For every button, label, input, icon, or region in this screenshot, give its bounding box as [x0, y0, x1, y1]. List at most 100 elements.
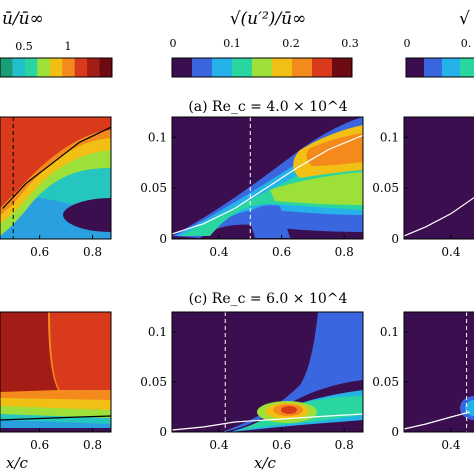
contour-band: [0, 117, 111, 208]
colorbar-right-tick: 0.: [461, 37, 472, 50]
contour-line: [403, 196, 474, 237]
colorbar-cell: [212, 58, 233, 77]
colorbar-cell: [460, 58, 474, 77]
contour-band: [0, 312, 58, 392]
colorbar-cell: [292, 58, 313, 77]
y-tick-label: 0: [159, 425, 167, 439]
panel-top-right: 0.4 0 0.05 0.1: [372, 116, 474, 259]
panel-bottom-middle-field: [172, 312, 363, 432]
colorbar-right: √ 0 0.: [404, 9, 474, 78]
colorbar-middle-tick: 0: [170, 37, 177, 50]
colorbar-cell: [0, 58, 13, 77]
colorbar-cell: [192, 58, 213, 77]
colorbar-left-cells: [0, 58, 113, 77]
x-tick-label: 0.4: [209, 438, 228, 452]
colorbar-middle-frame: [171, 57, 353, 78]
axes-frame: [0, 311, 112, 433]
colorbar-middle-label: √(u′²)/ū∞: [230, 9, 307, 29]
x-axis-label: x/c: [254, 454, 277, 472]
y-tick-label: 0.05: [140, 375, 167, 389]
panel-title-a-text: (a) Re_c = 4.0 × 10^4: [188, 99, 347, 115]
y-ticks: 0 0.05 0.1: [372, 130, 408, 246]
colorbar-right-tick: 0: [404, 37, 411, 50]
background: [404, 117, 474, 239]
colorbar-cell: [252, 58, 273, 77]
x-tick-label: 0.8: [83, 245, 102, 259]
colorbar-left-frame: [0, 57, 113, 78]
contour-band: [222, 312, 363, 432]
colorbar-middle: √(u′²)/ū∞ 0 0.1 0.2 0.3: [170, 9, 359, 78]
contour-band: [465, 400, 474, 416]
colorbar-cell: [312, 58, 333, 77]
colorbar-right-cells: [406, 58, 474, 77]
axes-frame: [403, 116, 474, 240]
colorbar-cell: [74, 58, 88, 77]
x-ticks: 0.4 0.6 0.8: [209, 428, 354, 452]
x-tick-label: 0.6: [272, 245, 291, 259]
axes-frame: [403, 311, 474, 433]
y-tick-label: 0.1: [148, 130, 167, 144]
y-tick-label: 0.05: [372, 375, 399, 389]
contour-band: [248, 205, 290, 238]
axes-frame: [0, 116, 112, 240]
colorbar-middle-tick: 0.3: [341, 37, 359, 50]
colorbar-middle-tick: 0.1: [223, 37, 241, 50]
panel-bottom-left-field: [0, 312, 111, 432]
panel-top-left: 0.6 0.8: [0, 116, 112, 259]
x-tick-label: 0.6: [30, 438, 49, 452]
x-ticks: 0.4: [441, 428, 461, 452]
colorbar-cell: [99, 58, 113, 77]
contour-line: [2, 126, 112, 209]
y-tick-label: 0.1: [380, 325, 399, 339]
colorbar-cell: [24, 58, 38, 77]
colorbar-cell: [406, 58, 425, 77]
colorbar-right-frame: [405, 57, 474, 78]
panel-bottom-right-field: [404, 312, 474, 432]
y-tick-label: 0: [159, 232, 167, 246]
colorbar-right-label: √: [459, 9, 470, 29]
axes-frame: [171, 311, 364, 433]
colorbar-left-tick: 0.5: [15, 40, 33, 53]
panel-bottom-middle: 0.4 0.6 0.8 0 0.05 0.1 x/c: [140, 311, 364, 472]
contour-line: [403, 411, 470, 430]
colorbar-cell: [12, 58, 26, 77]
panel-title-a: (a) Re_c = 4.0 × 10^4: [188, 99, 347, 115]
colorbar-middle-tick: 0.2: [282, 37, 300, 50]
colorbar-cell: [172, 58, 193, 77]
contour-band: [281, 406, 297, 414]
y-ticks: 0 0.05 0.1: [372, 325, 408, 439]
colorbar-cell: [272, 58, 293, 77]
colorbar-cell: [424, 58, 443, 77]
y-tick-label: 0.1: [148, 325, 167, 339]
colorbar-left-label: ū/ū∞: [2, 9, 44, 29]
colorbar-cell: [62, 58, 76, 77]
x-tick-label: 0.4: [441, 438, 460, 452]
y-tick-label: 0.05: [372, 181, 399, 195]
x-ticks: 0.6 0.8: [30, 428, 102, 452]
wake-region: [62, 198, 111, 232]
contour-band: [180, 156, 363, 236]
panel-bottom-right: 0.4 0 0.05 0.1: [372, 311, 474, 452]
x-tick-label: 0.8: [335, 438, 354, 452]
panel-bottom-left: 0.6 0.8 x/c: [0, 311, 112, 472]
colorbar-left-tick: 1: [65, 40, 72, 53]
colorbar-cell: [442, 58, 461, 77]
wake-region: [0, 428, 111, 432]
y-ticks: 0 0.05 0.1: [140, 130, 176, 246]
x-tick-label: 0.6: [30, 245, 49, 259]
y-tick-label: 0: [391, 425, 399, 439]
x-ticks: 0.4: [441, 235, 461, 259]
y-tick-label: 0.05: [140, 181, 167, 195]
contour-line: [0, 415, 112, 421]
x-tick-label: 0.4: [441, 245, 460, 259]
colorbar-cell: [49, 58, 63, 77]
panel-top-right-field: [404, 117, 474, 239]
axes-frame: [171, 116, 364, 240]
contour-band: [50, 312, 111, 390]
x-tick-label: 0.6: [272, 438, 291, 452]
y-tick-label: 0.1: [380, 130, 399, 144]
x-ticks: 0.6 0.8: [30, 235, 102, 259]
panel-top-middle: 0.4 0.6 0.8 0 0.05 0.1: [140, 116, 364, 259]
x-tick-label: 0.8: [335, 245, 354, 259]
